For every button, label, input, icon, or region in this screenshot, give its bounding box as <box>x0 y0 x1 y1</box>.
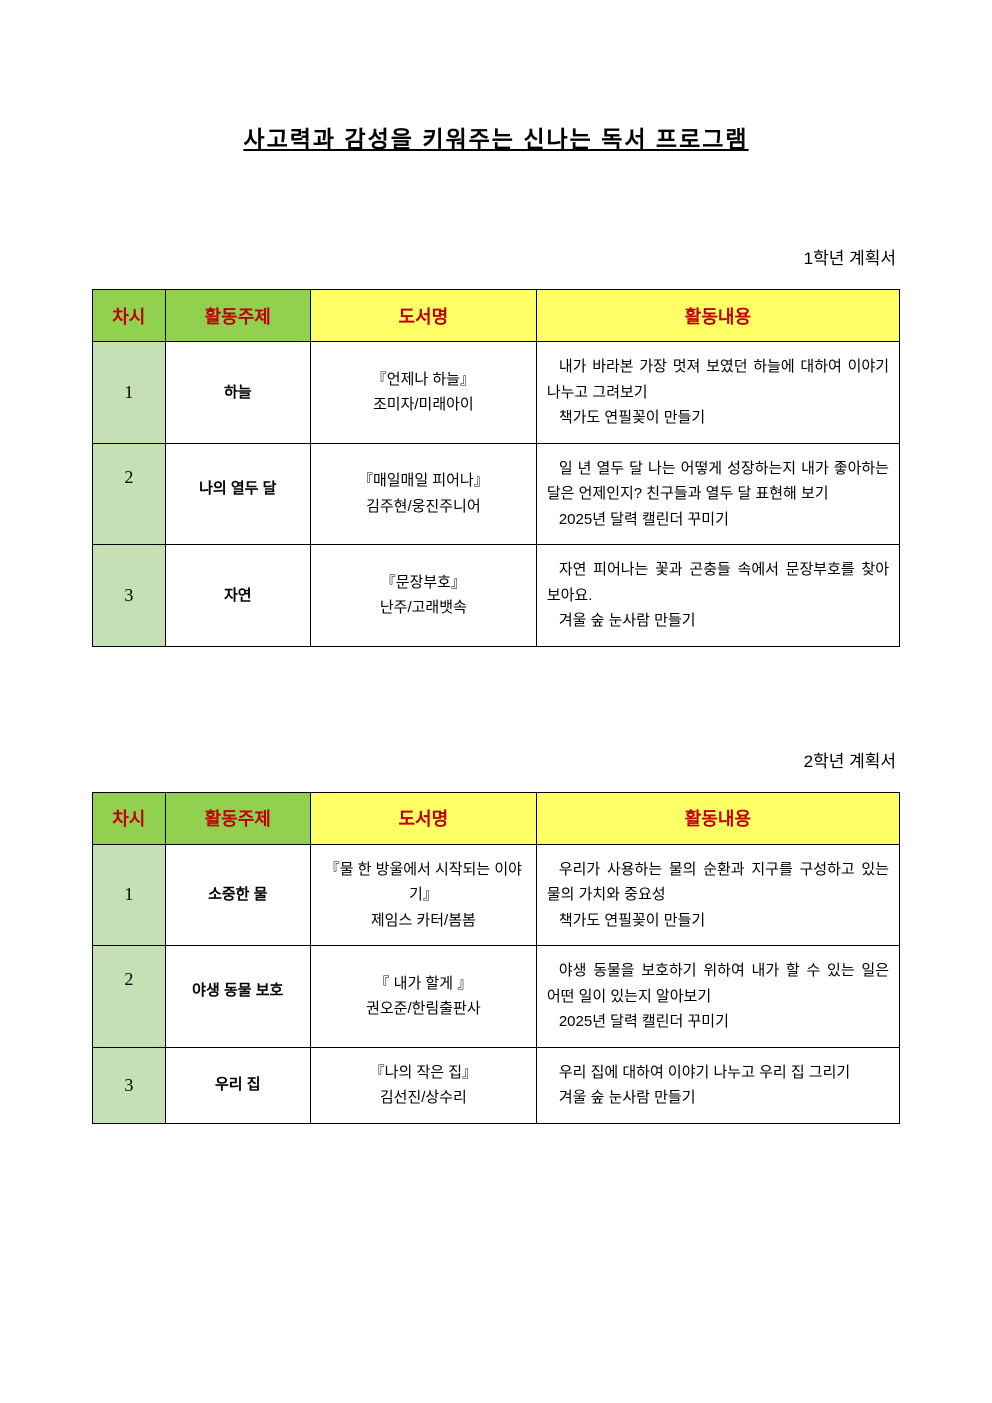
cell-session-number: 1 <box>93 844 166 946</box>
cell-book: 『언제나 하늘』조미자/미래아이 <box>310 342 536 444</box>
cell-topic: 소중한 물 <box>165 844 310 946</box>
table-row: 2나의 열두 달『매일매일 피어나』김주현/웅진주니어 일 년 열두 달 나는 … <box>93 443 900 545</box>
page-title: 사고력과 감성을 키워주는 신나는 독서 프로그램 <box>92 120 900 154</box>
col-header-num: 차시 <box>93 792 166 844</box>
col-header-book: 도서명 <box>310 792 536 844</box>
cell-activity: 일 년 열두 달 나는 어떻게 성장하는지 내가 좋아하는 달은 언제인지? 친… <box>536 443 899 545</box>
cell-activity: 자연 피어나는 꽃과 곤충들 속에서 문장부호를 찾아 보아요. 겨울 숲 눈사… <box>536 545 899 647</box>
table-row: 3우리 집『나의 작은 집』김선진/상수리 우리 집에 대하여 이야기 나누고 … <box>93 1047 900 1123</box>
col-header-topic: 활동주제 <box>165 290 310 342</box>
curriculum-table-2: 차시 활동주제 도서명 활동내용 1소중한 물『물 한 방울에서 시작되는 이야… <box>92 792 900 1124</box>
table-body-1: 1하늘『언제나 하늘』조미자/미래아이 내가 바라본 가장 멋져 보였던 하늘에… <box>93 342 900 647</box>
cell-book: 『매일매일 피어나』김주현/웅진주니어 <box>310 443 536 545</box>
table-body-2: 1소중한 물『물 한 방울에서 시작되는 이야기』제임스 카터/봄봄 우리가 사… <box>93 844 900 1123</box>
cell-session-number: 3 <box>93 545 166 647</box>
section-grade2: 2학년 계획서 차시 활동주제 도서명 활동내용 1소중한 물『물 한 방울에서… <box>92 747 900 1124</box>
cell-book: 『물 한 방울에서 시작되는 이야기』제임스 카터/봄봄 <box>310 844 536 946</box>
curriculum-table-1: 차시 활동주제 도서명 활동내용 1하늘『언제나 하늘』조미자/미래아이 내가 … <box>92 289 900 647</box>
section-label-1: 1학년 계획서 <box>92 244 900 269</box>
cell-activity: 야생 동물을 보호하기 위하여 내가 할 수 있는 일은 어떤 일이 있는지 알… <box>536 946 899 1048</box>
header-row: 차시 활동주제 도서명 활동내용 <box>93 290 900 342</box>
cell-topic: 우리 집 <box>165 1047 310 1123</box>
cell-book: 『 내가 할게 』권오준/한림출판사 <box>310 946 536 1048</box>
table-row: 1소중한 물『물 한 방울에서 시작되는 이야기』제임스 카터/봄봄 우리가 사… <box>93 844 900 946</box>
header-row: 차시 활동주제 도서명 활동내용 <box>93 792 900 844</box>
table-row: 3자연『문장부호』난주/고래뱃속 자연 피어나는 꽃과 곤충들 속에서 문장부호… <box>93 545 900 647</box>
cell-topic: 자연 <box>165 545 310 647</box>
section-label-2: 2학년 계획서 <box>92 747 900 772</box>
cell-session-number: 2 <box>93 946 166 1048</box>
cell-activity: 내가 바라본 가장 멋져 보였던 하늘에 대하여 이야기 나누고 그려보기 책가… <box>536 342 899 444</box>
col-header-num: 차시 <box>93 290 166 342</box>
cell-book: 『문장부호』난주/고래뱃속 <box>310 545 536 647</box>
section-grade1: 1학년 계획서 차시 활동주제 도서명 활동내용 1하늘『언제나 하늘』조미자/… <box>92 244 900 647</box>
cell-activity: 우리가 사용하는 물의 순환과 지구를 구성하고 있는 물의 가치와 중요성 책… <box>536 844 899 946</box>
cell-book: 『나의 작은 집』김선진/상수리 <box>310 1047 536 1123</box>
cell-topic: 야생 동물 보호 <box>165 946 310 1048</box>
col-header-activity: 활동내용 <box>536 792 899 844</box>
cell-topic: 나의 열두 달 <box>165 443 310 545</box>
cell-session-number: 2 <box>93 443 166 545</box>
cell-session-number: 3 <box>93 1047 166 1123</box>
col-header-book: 도서명 <box>310 290 536 342</box>
table-row: 2야생 동물 보호『 내가 할게 』권오준/한림출판사 야생 동물을 보호하기 … <box>93 946 900 1048</box>
col-header-topic: 활동주제 <box>165 792 310 844</box>
cell-activity: 우리 집에 대하여 이야기 나누고 우리 집 그리기 겨울 숲 눈사람 만들기 <box>536 1047 899 1123</box>
table-row: 1하늘『언제나 하늘』조미자/미래아이 내가 바라본 가장 멋져 보였던 하늘에… <box>93 342 900 444</box>
col-header-activity: 활동내용 <box>536 290 899 342</box>
cell-session-number: 1 <box>93 342 166 444</box>
cell-topic: 하늘 <box>165 342 310 444</box>
